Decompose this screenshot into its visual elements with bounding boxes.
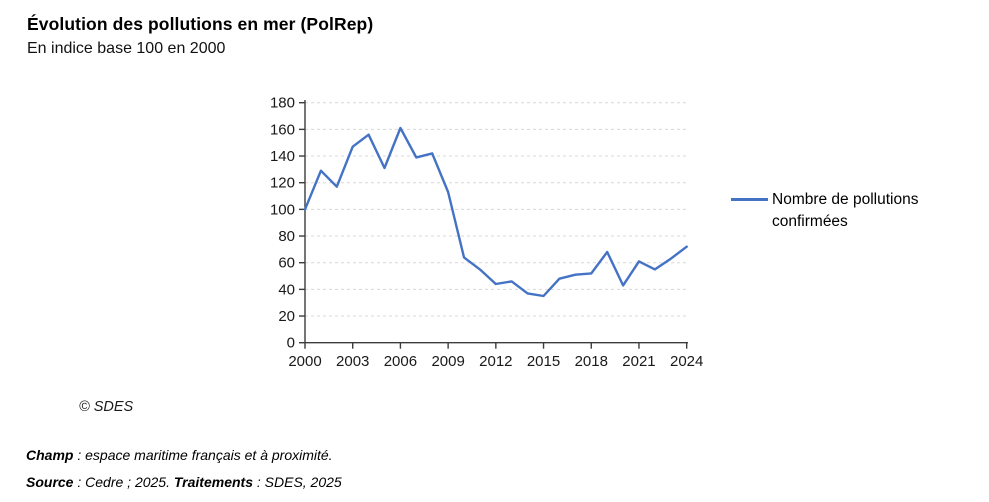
legend-label: Nombre de pollutions confirmées xyxy=(772,191,919,230)
y-tick-label: 180 xyxy=(270,95,295,112)
x-tick-label: 2012 xyxy=(479,353,512,370)
champ-note: Champ : espace maritime français et à pr… xyxy=(26,446,342,465)
y-tick-label: 80 xyxy=(278,228,295,245)
x-tick-label: 2021 xyxy=(622,353,655,370)
y-tick-label: 140 xyxy=(270,148,295,165)
y-tick-label: 100 xyxy=(270,201,295,218)
footnotes: Champ : espace maritime français et à pr… xyxy=(26,446,342,499)
y-tick-label: 0 xyxy=(287,335,295,352)
champ-text: : espace maritime français et à proximit… xyxy=(73,447,333,463)
x-tick-label: 2018 xyxy=(575,353,608,370)
legend-line-swatch xyxy=(731,198,768,201)
legend: Nombre de pollutions confirmées xyxy=(731,189,954,232)
line-chart: 0 20 40 60 80 100 120 140 160 180 2000 2003 2006 2009… xyxy=(250,88,710,380)
traitements-label: Traitements xyxy=(173,473,253,490)
x-tick-label: 2006 xyxy=(384,353,417,370)
y-tick-label: 60 xyxy=(278,255,295,272)
source-text: : Cedre ; 2025. xyxy=(73,473,174,490)
copyright-sdes: © SDES xyxy=(79,399,134,415)
y-tick-label: 40 xyxy=(278,281,295,298)
source-label: Source xyxy=(26,473,74,490)
x-tick-label: 2000 xyxy=(288,353,321,370)
series-line-nombre-de-pollutions-confirm-es xyxy=(303,126,688,298)
champ-label: Champ xyxy=(26,447,74,463)
chart-subtitle: En indice base 100 en 2000 xyxy=(27,40,226,57)
source-note: Source : Cedre ; 2025. Traitements : SDE… xyxy=(26,473,342,492)
traitements-text: : SDES, 2025 xyxy=(252,473,342,490)
x-tick-label: 2015 xyxy=(527,353,560,370)
chart-canvas: 0 20 40 60 80 100 120 140 160 180 2000 2003 2006 2009… xyxy=(270,95,703,370)
x-tick-label: 2009 xyxy=(431,353,464,370)
x-tick-label: 2024 xyxy=(670,353,703,370)
y-tick-label: 120 xyxy=(270,175,295,192)
y-tick-label: 160 xyxy=(270,121,295,138)
x-tick-label: 2003 xyxy=(336,353,369,370)
y-tick-label: 20 xyxy=(278,308,295,325)
chart-title: Évolution des pollutions en mer (PolRep) xyxy=(27,14,374,34)
